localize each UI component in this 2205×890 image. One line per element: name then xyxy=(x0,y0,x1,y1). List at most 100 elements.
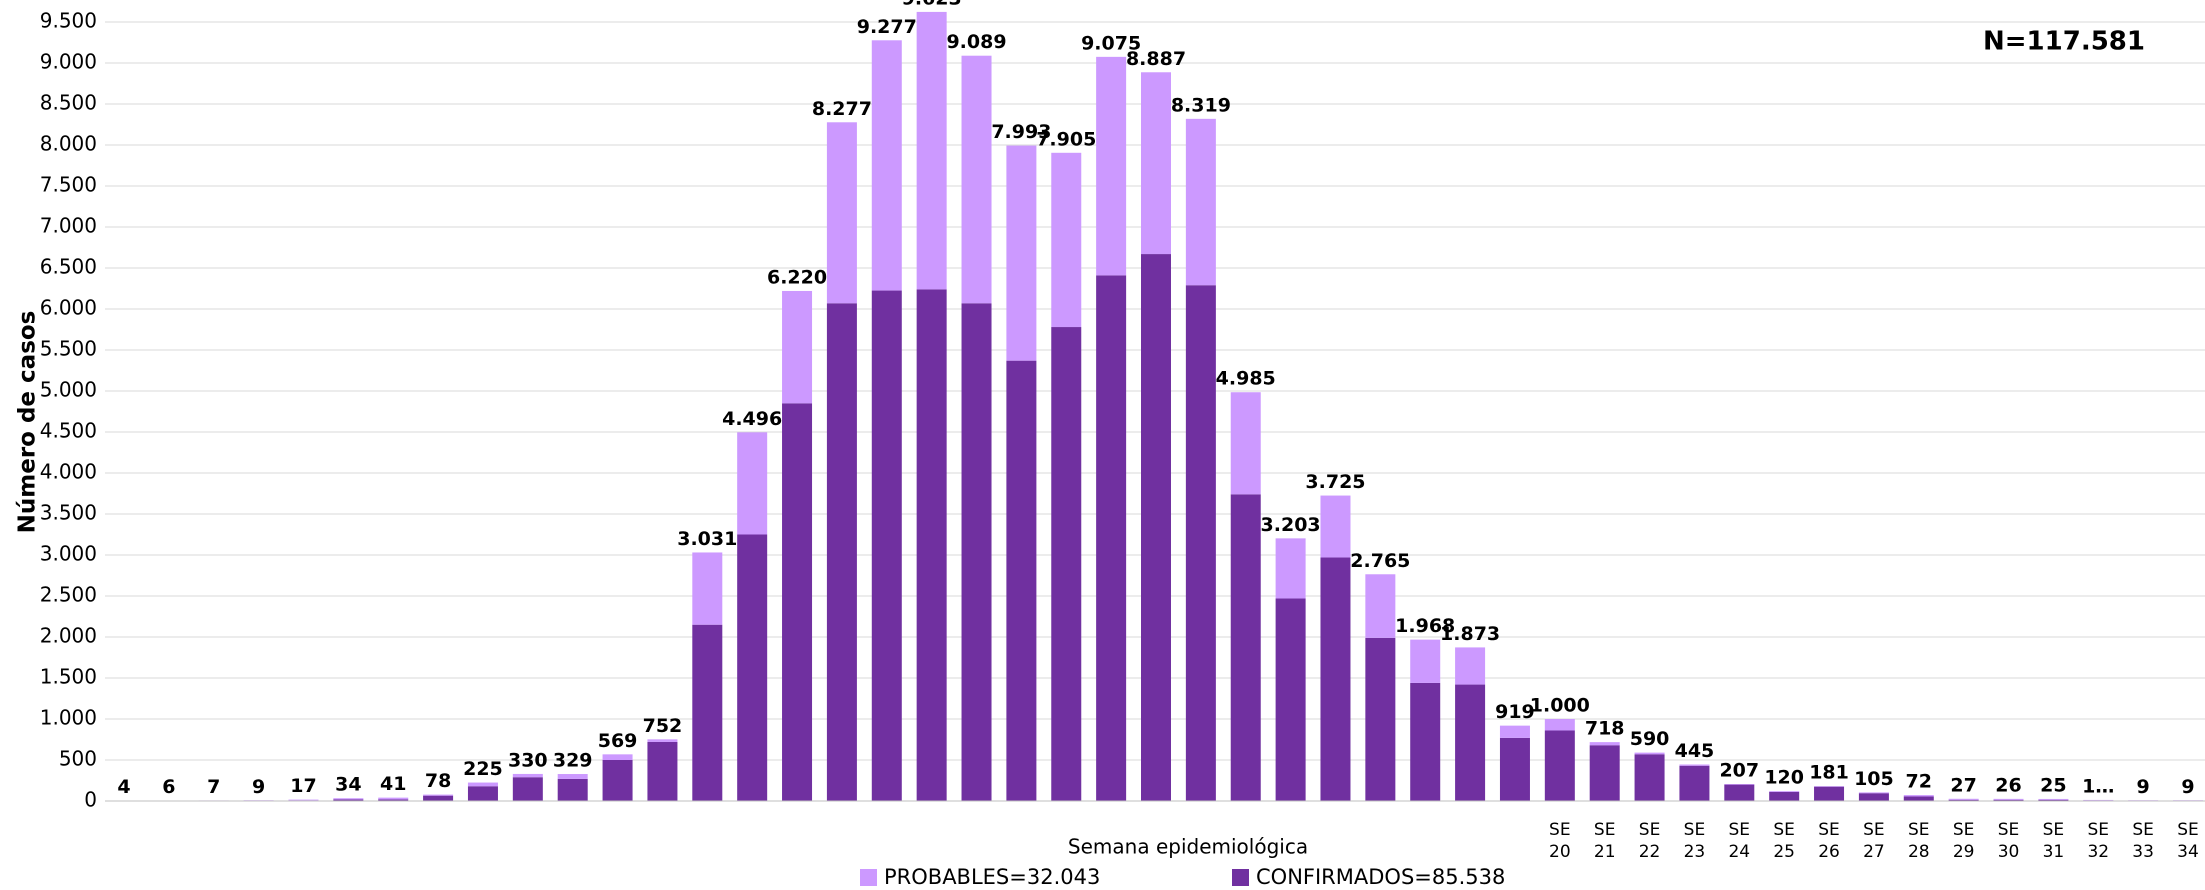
bar-segment xyxy=(1814,786,1845,801)
bar-segment xyxy=(737,534,768,801)
x-tick-label-line: SE xyxy=(1863,820,1885,840)
y-tick-label: 9.000 xyxy=(40,50,97,74)
x-tick-label-line: SE xyxy=(1639,820,1661,840)
bar-segment xyxy=(647,741,678,801)
total-label: 78 xyxy=(425,770,451,792)
y-tick-label: 1.500 xyxy=(40,665,97,689)
y-tick-label: 2.500 xyxy=(40,583,97,607)
bar-segment xyxy=(1185,285,1216,802)
y-tick-label: 5.500 xyxy=(40,337,97,361)
bar-segment xyxy=(692,624,723,801)
bar-segment xyxy=(1903,795,1934,797)
bar-segment xyxy=(1141,72,1171,255)
bar-segment xyxy=(333,798,364,800)
x-tick-label-line: SE xyxy=(1729,820,1751,840)
total-label: 1… xyxy=(2082,775,2114,797)
bar-segment xyxy=(1499,725,1530,738)
x-tick-label: SE 23 xyxy=(1684,820,1706,862)
total-label: 72 xyxy=(1906,771,1932,793)
bar-segment xyxy=(782,403,813,801)
bar-segment xyxy=(602,760,633,801)
x-tick-label-line: 28 xyxy=(1908,842,1930,862)
y-tick-label: 1.000 xyxy=(40,706,97,730)
total-label: 225 xyxy=(463,758,503,780)
bar-segment xyxy=(1858,792,1889,794)
bar-segment xyxy=(1410,639,1441,683)
x-tick-label-line: SE xyxy=(1773,820,1795,840)
total-label: 718 xyxy=(1585,718,1625,740)
x-tick-label: SE 21 xyxy=(1594,820,1616,862)
total-label: 25 xyxy=(2040,774,2066,796)
bar-segment xyxy=(1365,574,1396,638)
bar-segment xyxy=(2038,799,2069,801)
legend-label: PROBABLES=32.043 xyxy=(884,865,1100,889)
bar-segment xyxy=(1903,796,1934,801)
x-tick-label-line: 22 xyxy=(1639,842,1661,862)
total-label: 207 xyxy=(1719,760,1759,782)
bar-segment xyxy=(826,303,857,801)
x-tick-label-line: 34 xyxy=(2177,842,2199,862)
bar-segment xyxy=(1275,538,1306,599)
x-tick-label-line: SE xyxy=(1684,820,1706,840)
x-tick-label-line: 30 xyxy=(1998,842,2020,862)
bar-segment xyxy=(512,777,543,801)
total-label: 3.203 xyxy=(1261,514,1321,536)
bar-segment xyxy=(512,773,543,778)
bar-segment xyxy=(1544,719,1575,731)
x-tick-label: SE 31 xyxy=(2043,820,2065,862)
bar-segment xyxy=(423,794,454,796)
total-label: 9.623 xyxy=(902,0,962,9)
bar-segment xyxy=(961,303,992,801)
bar-segment xyxy=(1051,327,1082,801)
x-tick-label: SE 33 xyxy=(2132,820,2154,862)
x-tick-label-line: 32 xyxy=(2087,842,2109,862)
x-tick-label-line: SE xyxy=(1818,820,1840,840)
total-label: 7.905 xyxy=(1036,128,1096,150)
x-tick-label-line: SE xyxy=(2043,820,2065,840)
total-label: 4.985 xyxy=(1216,368,1276,390)
x-tick-label: SE 32 xyxy=(2087,820,2109,862)
total-label: 752 xyxy=(643,715,683,737)
x-tick-label-line: SE xyxy=(2177,820,2199,840)
total-label: 41 xyxy=(380,773,406,795)
x-tick-label: SE 34 xyxy=(2177,820,2199,862)
total-label: 590 xyxy=(1630,728,1670,750)
legend-swatch xyxy=(1232,869,1249,886)
total-label: 329 xyxy=(553,750,593,772)
bar-segment xyxy=(1589,742,1620,746)
bar-segment xyxy=(1858,793,1889,801)
y-tick-label: 6.000 xyxy=(40,296,97,320)
total-label: 26 xyxy=(1995,774,2021,796)
total-label: 1.000 xyxy=(1530,695,1590,717)
bar-segment xyxy=(692,552,723,625)
x-tick-label: SE 30 xyxy=(1998,820,2020,862)
y-tick-label: 6.500 xyxy=(40,255,97,279)
bar-segment xyxy=(1275,598,1306,801)
bar-segment xyxy=(557,774,588,779)
x-tick-label-line: 33 xyxy=(2132,842,2154,862)
legend-label: CONFIRMADOS=85.538 xyxy=(1256,865,1505,889)
y-axis-label: Número de casos xyxy=(15,311,41,534)
total-label: 34 xyxy=(335,774,361,796)
x-tick-label-line: 25 xyxy=(1773,842,1795,862)
total-label: 9.089 xyxy=(946,31,1006,53)
x-tick-label: SE 27 xyxy=(1863,820,1885,862)
bar-segment xyxy=(782,290,813,404)
x-tick-label: SE 20 xyxy=(1549,820,1571,862)
bar-segment xyxy=(467,782,498,787)
y-tick-label: 0 xyxy=(84,788,97,812)
bar-segment xyxy=(916,289,947,801)
total-label: 7 xyxy=(207,776,220,798)
bar-segment xyxy=(378,797,409,800)
x-tick-label-line: 24 xyxy=(1728,842,1750,862)
total-label: 17 xyxy=(290,775,316,797)
annotation: N=117.581 xyxy=(1983,27,2145,57)
total-label: 3.031 xyxy=(677,528,737,550)
bar-segment xyxy=(423,795,454,801)
bar-segment xyxy=(871,290,902,801)
bar-segment xyxy=(961,55,992,304)
bar-segment xyxy=(1634,752,1665,755)
bar-segment xyxy=(1320,495,1351,558)
total-label: 569 xyxy=(598,730,638,752)
